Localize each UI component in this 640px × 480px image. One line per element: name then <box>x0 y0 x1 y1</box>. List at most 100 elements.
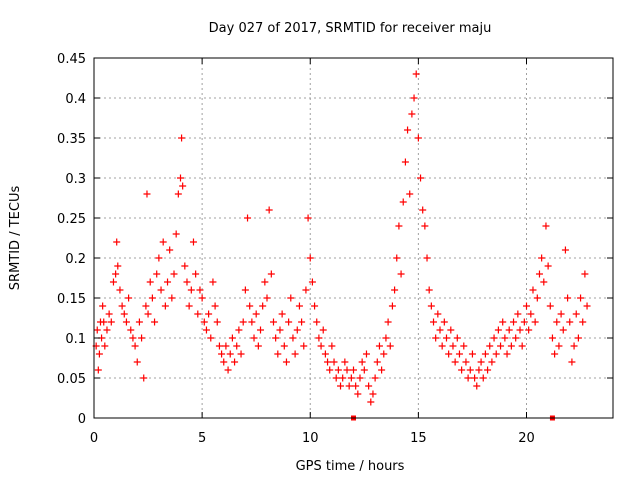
data-point <box>356 374 364 382</box>
data-point <box>564 294 572 302</box>
data-point <box>419 206 427 214</box>
x-tick-label: 15 <box>410 431 427 446</box>
data-point <box>488 358 496 366</box>
data-point <box>127 326 135 334</box>
data-point <box>337 382 345 390</box>
x-tick-label: 10 <box>302 431 319 446</box>
data-point <box>462 358 470 366</box>
data-point <box>494 326 502 334</box>
data-point <box>155 254 163 262</box>
data-point <box>406 190 414 198</box>
data-point <box>116 286 124 294</box>
data-point <box>427 302 435 310</box>
data-point <box>285 318 293 326</box>
data-point <box>170 270 178 278</box>
y-tick-label: 0.35 <box>57 132 86 147</box>
data-point <box>518 342 526 350</box>
data-point <box>468 350 476 358</box>
data-points <box>92 70 591 406</box>
x-tick-label: 0 <box>90 431 98 446</box>
data-point <box>228 334 236 342</box>
data-point <box>189 238 197 246</box>
y-axis-title: SRMTID / TECUs <box>8 186 23 291</box>
data-point <box>579 318 587 326</box>
data-point <box>177 174 184 182</box>
data-point <box>559 326 567 334</box>
data-point <box>484 366 492 374</box>
data-point <box>211 302 219 310</box>
data-point <box>265 206 273 214</box>
data-point <box>345 382 353 390</box>
data-point <box>475 366 483 374</box>
data-point <box>222 342 230 350</box>
data-point <box>527 310 535 318</box>
data-point <box>202 326 210 334</box>
data-point <box>306 254 314 262</box>
data-point <box>378 366 386 374</box>
data-point <box>224 366 232 374</box>
data-point <box>423 254 431 262</box>
data-point <box>198 294 206 302</box>
data-point <box>164 278 172 286</box>
data-point <box>226 350 234 358</box>
data-point <box>295 302 303 310</box>
y-tick-label: 0.05 <box>57 372 86 387</box>
data-point <box>315 334 323 342</box>
data-point <box>553 318 561 326</box>
data-point <box>276 326 284 334</box>
data-point <box>568 358 576 366</box>
data-point <box>350 366 357 374</box>
data-point <box>179 182 187 190</box>
data-point <box>449 342 457 350</box>
data-point <box>440 318 448 326</box>
data-point <box>166 246 174 254</box>
data-point <box>172 230 180 238</box>
data-point <box>330 358 338 366</box>
data-point <box>505 326 513 334</box>
data-point <box>120 310 128 318</box>
data-point <box>114 262 122 270</box>
data-point <box>466 366 474 374</box>
data-point <box>241 286 249 294</box>
data-point <box>417 174 425 182</box>
data-point <box>157 286 165 294</box>
data-point <box>460 342 468 350</box>
data-point <box>178 134 186 142</box>
data-point <box>410 94 418 102</box>
data-point <box>386 342 394 350</box>
data-point <box>577 294 585 302</box>
data-point <box>113 238 121 246</box>
data-point <box>153 270 161 278</box>
data-point <box>161 302 169 310</box>
data-point <box>570 342 578 350</box>
data-point <box>298 318 306 326</box>
data-point <box>583 302 591 310</box>
data-point <box>434 310 442 318</box>
data-point <box>499 318 507 326</box>
data-point <box>388 302 396 310</box>
data-point <box>250 334 258 342</box>
data-point <box>393 254 401 262</box>
data-point <box>572 310 580 318</box>
data-point <box>510 318 518 326</box>
data-point <box>218 350 226 358</box>
data-point <box>492 350 500 358</box>
data-point <box>317 342 325 350</box>
y-tick-label: 0.4 <box>65 92 86 107</box>
data-point <box>514 310 522 318</box>
data-point <box>486 342 494 350</box>
data-point <box>471 374 479 382</box>
data-point <box>581 270 589 278</box>
data-point <box>477 358 485 366</box>
data-point <box>259 302 267 310</box>
data-point <box>574 334 582 342</box>
y-tick-label: 0.1 <box>65 332 86 347</box>
data-point <box>185 302 193 310</box>
data-point <box>445 350 453 358</box>
data-point <box>540 278 548 286</box>
data-point <box>561 246 569 254</box>
data-point <box>326 366 334 374</box>
data-point <box>280 342 288 350</box>
data-point <box>272 334 280 342</box>
data-point <box>557 310 565 318</box>
